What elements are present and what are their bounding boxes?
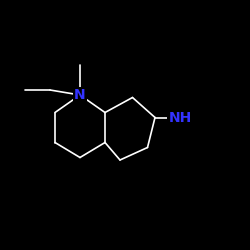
Text: NH: NH xyxy=(168,110,192,124)
Text: N: N xyxy=(74,88,86,102)
